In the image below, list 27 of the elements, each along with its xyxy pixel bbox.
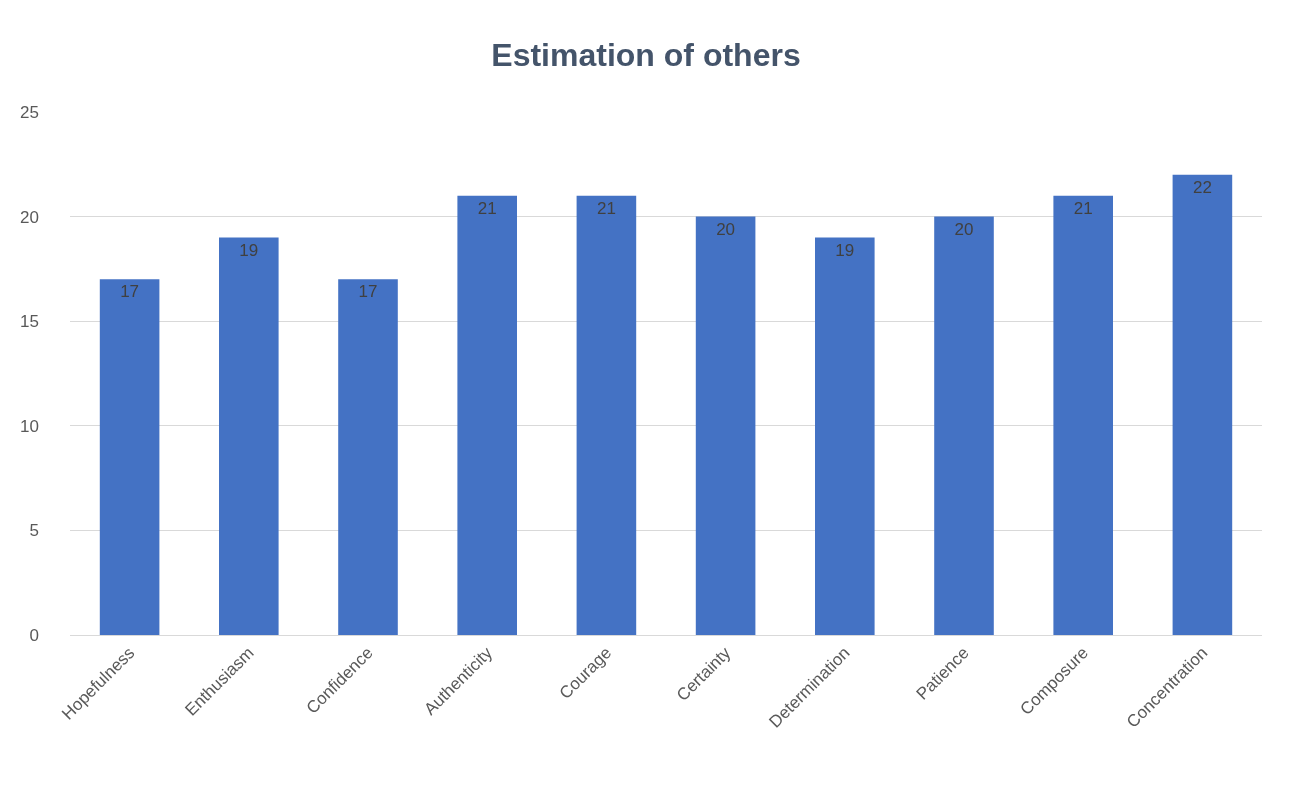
data-label: 17 [120,282,140,302]
y-tick-label: 0 [29,625,39,645]
y-tick-label: 5 [29,521,39,541]
chart-title: Estimation of others [491,37,801,74]
y-tick-label: 25 [20,102,39,122]
data-label: 21 [477,198,497,218]
data-label: 20 [954,219,974,239]
bar [99,279,160,635]
bar [1053,195,1113,635]
bar [815,237,875,635]
data-label: 20 [716,219,736,239]
y-tick-label: 10 [20,416,39,436]
bar [695,216,756,635]
data-label: 19 [239,240,259,260]
data-label: 21 [596,198,616,218]
y-tick-label: 20 [20,207,39,227]
bar [576,195,637,635]
data-label: 22 [1192,177,1212,197]
y-tick-label: 15 [20,312,39,332]
bar [934,216,994,635]
bar [219,237,279,635]
bar [1172,174,1233,635]
data-label: 19 [835,240,855,260]
data-label: 21 [1073,198,1093,218]
bar [338,279,398,635]
data-label: 17 [358,282,378,302]
bar [457,195,517,635]
